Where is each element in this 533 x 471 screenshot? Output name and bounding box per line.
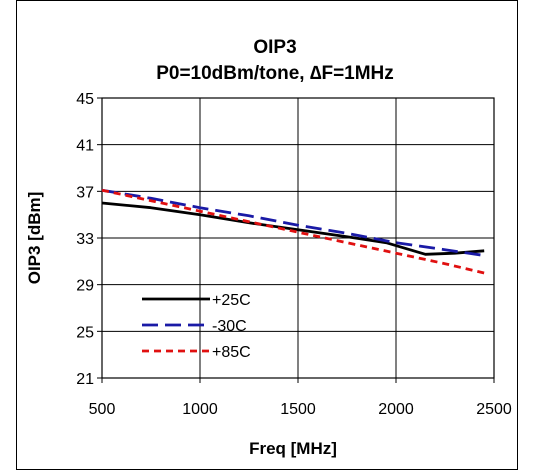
y-tick-label: 29 bbox=[76, 278, 94, 295]
legend-label: -30C bbox=[212, 318, 247, 335]
series-line bbox=[101, 188, 485, 275]
y-axis-label: OIP3 [dBm] bbox=[25, 192, 44, 285]
y-tick-label: 25 bbox=[76, 324, 94, 341]
y-tick-label: 21 bbox=[76, 371, 94, 388]
x-tick-label: 1000 bbox=[182, 401, 218, 418]
legend-label: +25C bbox=[212, 292, 251, 309]
series-line bbox=[101, 188, 485, 257]
x-tick-label: 2500 bbox=[476, 401, 512, 418]
x-axis-label: Freq [MHz] bbox=[249, 439, 337, 458]
y-tick-label: 41 bbox=[76, 138, 94, 155]
chart-title: OIP3 bbox=[253, 37, 296, 58]
y-tick-label: 37 bbox=[76, 184, 94, 201]
x-tick-label: 2000 bbox=[378, 401, 414, 418]
plot-area: 500 1000 1500 2000 2500 21 25 29 33 37 41 45 +25C -30… bbox=[76, 91, 512, 418]
x-tick-label: 1500 bbox=[280, 401, 316, 418]
y-tick-label: 33 bbox=[76, 231, 94, 248]
chart-frame: OIP3 P0=10dBm/tone, ∆F=1MHz 500 1000 1500 2… bbox=[16, 0, 518, 470]
chart-subtitle: P0=10dBm/tone, ∆F=1MHz bbox=[156, 63, 394, 84]
series-line bbox=[101, 201, 485, 256]
x-tick-label: 500 bbox=[89, 401, 116, 418]
legend-label: +85C bbox=[212, 344, 251, 361]
y-tick-label: 45 bbox=[76, 91, 94, 108]
chart-svg: OIP3 P0=10dBm/tone, ∆F=1MHz 500 1000 1500 2… bbox=[25, 37, 512, 458]
